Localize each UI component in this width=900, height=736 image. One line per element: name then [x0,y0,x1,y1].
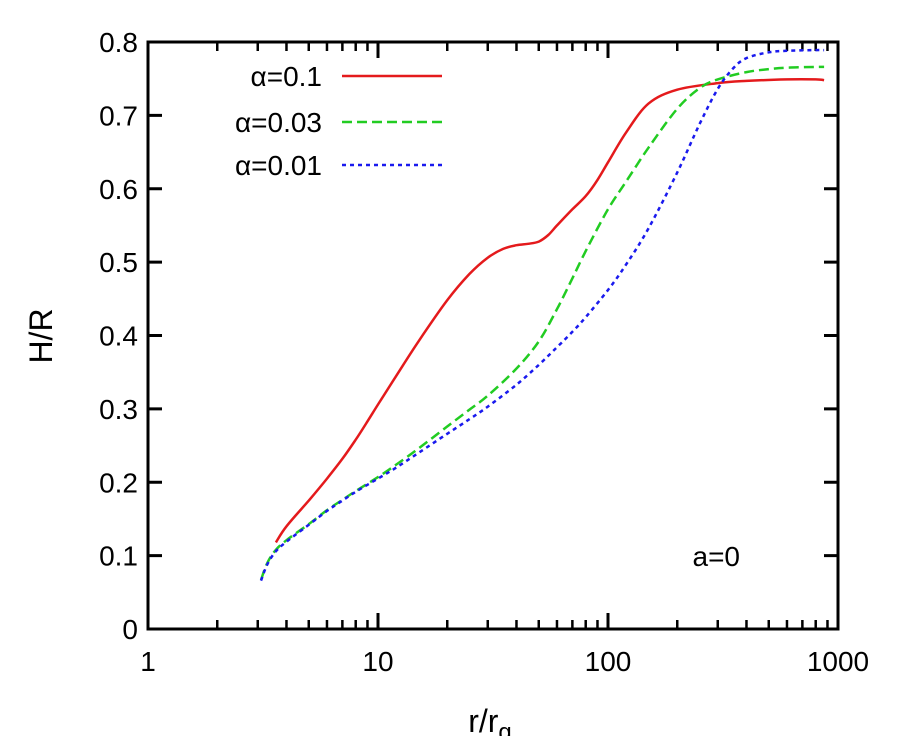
series-line-3 [259,48,825,582]
y-tick-label: 0.6 [99,174,138,205]
y-tick-label: 0.7 [99,100,138,131]
y-tick-label: 0.3 [99,394,138,425]
x-axis-title: r/rg [468,703,512,736]
y-tick-label: 0.4 [99,321,138,352]
x-tick-label: 10 [362,646,393,677]
y-tick-label: 0.5 [99,247,138,278]
legend-label-2: α=0.03 [235,107,322,138]
series-line-1 [274,78,825,544]
x-axis-title-subscript: g [498,719,511,736]
series-layer [259,48,825,582]
x-axis-title-main: r/r [468,703,499,736]
y-tick-label: 0.1 [99,541,138,572]
annotation-a0: a=0 [693,541,741,572]
x-tick-label: 1 [140,646,156,677]
y-axis-title: H/R [23,308,59,363]
series-line-2 [259,65,825,581]
legend-label-1: α=0.1 [251,61,322,92]
y-tick-label: 0.2 [99,467,138,498]
x-tick-label: 1000 [807,646,869,677]
plot-frame [146,40,840,631]
y-tick-label: 0.8 [99,27,138,58]
y-tick-label: 0 [122,614,138,645]
legend: α=0.1 α=0.03 α=0.01 [235,61,442,181]
legend-label-3: α=0.01 [235,150,322,181]
tick-labels: 0 0.1 0.2 0.3 0.4 0.5 0.6 0.7 0.8 1 10 100 1000 [99,27,869,677]
x-tick-label: 100 [585,646,632,677]
